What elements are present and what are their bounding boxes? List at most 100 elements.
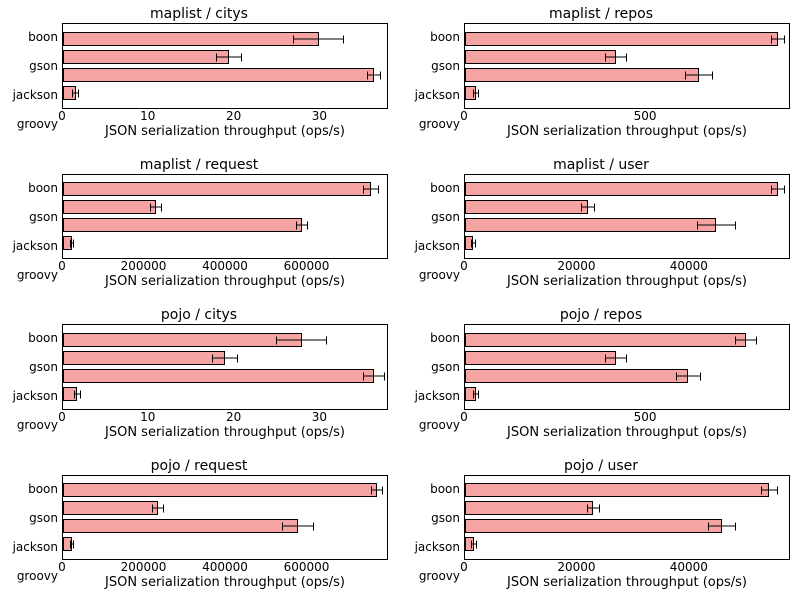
error-bar — [473, 393, 479, 394]
error-bar — [74, 393, 81, 394]
bar — [465, 501, 593, 515]
plot-area — [62, 324, 388, 410]
bar — [63, 369, 374, 383]
y-axis-labels: boongsonjacksongroovy — [412, 23, 464, 139]
bar-row — [63, 483, 387, 497]
x-axis-label: JSON serialization throughput (ops/s) — [62, 124, 388, 139]
bar-row — [465, 501, 789, 515]
bar — [465, 519, 722, 533]
bar-row — [465, 32, 789, 46]
x-axis-label: JSON serialization throughput (ops/s) — [62, 274, 388, 289]
bar-row — [63, 50, 387, 64]
bar — [465, 483, 769, 497]
bar-row — [63, 200, 387, 214]
error-bar — [587, 508, 600, 509]
y-tick-label: groovy — [10, 570, 62, 582]
bar-row — [465, 333, 789, 347]
chart-title: maplist / request — [10, 157, 388, 173]
x-tick-label: 40000 — [670, 259, 708, 273]
bar-row — [63, 218, 387, 232]
y-tick-label: boon — [412, 483, 464, 495]
bar — [465, 351, 616, 365]
x-tick-label: 10 — [140, 109, 155, 123]
error-bar — [676, 375, 701, 376]
bar — [63, 182, 371, 196]
bar-row — [465, 351, 789, 365]
y-tick-label: boon — [10, 31, 62, 43]
error-bar — [282, 526, 314, 527]
error-bar — [296, 225, 308, 226]
x-axis-ticks: 0200000400000600000 — [62, 560, 388, 574]
error-bar — [605, 56, 627, 57]
y-tick-label: jackson — [10, 390, 62, 402]
bar-row — [465, 483, 789, 497]
y-tick-label: groovy — [10, 269, 62, 281]
y-tick-label: jackson — [10, 541, 62, 553]
bar-row — [465, 68, 789, 82]
x-tick-label: 600000 — [284, 560, 330, 574]
y-tick-label: jackson — [10, 89, 62, 101]
error-bar — [363, 375, 385, 376]
error-bar — [708, 526, 736, 527]
y-tick-label: jackson — [412, 390, 464, 402]
y-tick-label: jackson — [10, 240, 62, 252]
x-axis-label: JSON serialization throughput (ops/s) — [464, 274, 790, 289]
bar-row — [63, 86, 387, 100]
error-bar — [152, 508, 164, 509]
error-bar — [371, 490, 383, 491]
error-bar — [70, 243, 74, 244]
error-bar — [293, 38, 344, 39]
y-tick-label: groovy — [412, 419, 464, 431]
error-bar — [771, 189, 784, 190]
x-axis-ticks: 0102030 — [62, 109, 388, 123]
bar — [63, 519, 298, 533]
bar — [63, 68, 374, 82]
bar-row — [465, 50, 789, 64]
y-axis-labels: boongsonjacksongroovy — [412, 324, 464, 440]
error-bar — [367, 74, 381, 75]
y-tick-label: boon — [412, 182, 464, 194]
bar-row — [63, 537, 387, 551]
error-bar — [212, 357, 238, 358]
y-tick-label: gson — [10, 60, 62, 72]
bar-row — [63, 501, 387, 515]
y-axis-labels: boongsonjacksongroovy — [10, 23, 62, 139]
error-bar — [471, 544, 477, 545]
x-axis-ticks: 0500 — [464, 410, 790, 424]
x-tick-label: 30 — [312, 109, 327, 123]
y-tick-label: gson — [10, 361, 62, 373]
subplot: pojo / requestboongsonjacksongroovy02000… — [10, 458, 388, 591]
x-tick-label: 10 — [140, 410, 155, 424]
subplot: maplist / reposboongsonjacksongroovy0500… — [412, 6, 790, 139]
bar-row — [63, 387, 387, 401]
bar — [63, 218, 302, 232]
y-tick-label: gson — [10, 211, 62, 223]
y-tick-label: boon — [10, 332, 62, 344]
y-tick-label: jackson — [412, 541, 464, 553]
bar-row — [63, 369, 387, 383]
bar — [465, 200, 588, 214]
error-bar — [605, 357, 627, 358]
x-axis-ticks: 0102030 — [62, 410, 388, 424]
y-tick-label: gson — [10, 512, 62, 524]
error-bar — [771, 38, 785, 39]
error-bar — [735, 339, 757, 340]
bar-row — [465, 200, 789, 214]
subplot: pojo / citysboongsonjacksongroovy0102030… — [10, 307, 388, 440]
y-axis-labels: boongsonjacksongroovy — [10, 475, 62, 591]
bar-row — [465, 86, 789, 100]
bar — [63, 483, 377, 497]
bar-row — [63, 519, 387, 533]
x-axis-ticks: 02000040000 — [464, 259, 790, 273]
y-tick-label: groovy — [412, 118, 464, 130]
chart-title: maplist / user — [412, 157, 790, 173]
x-axis-label: JSON serialization throughput (ops/s) — [464, 575, 790, 590]
bar — [63, 333, 302, 347]
bar — [465, 32, 778, 46]
x-tick-label: 0 — [460, 410, 468, 424]
error-bar — [761, 490, 778, 491]
x-tick-label: 20 — [226, 109, 241, 123]
x-tick-label: 0 — [58, 109, 66, 123]
y-tick-label: boon — [412, 332, 464, 344]
bar-row — [465, 519, 789, 533]
